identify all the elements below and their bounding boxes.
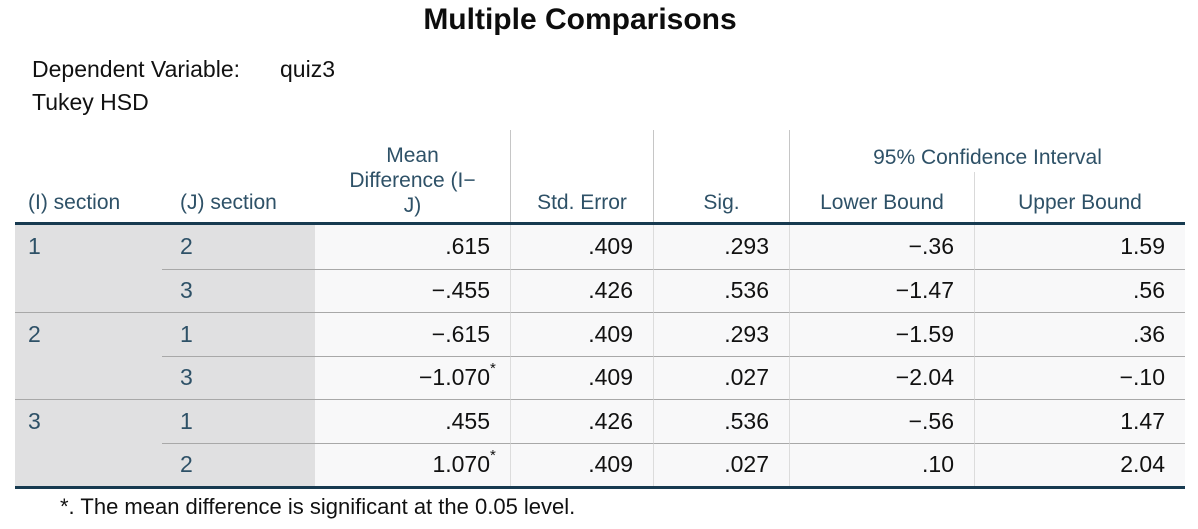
cell-std-error: .409 [510, 442, 653, 486]
cell-std-error: .426 [510, 399, 653, 443]
col-header-confidence-interval: 95% Confidence Interval [789, 130, 1185, 172]
col-header-upper-bound: Upper Bound [974, 172, 1185, 222]
cell-sig: .536 [653, 399, 789, 443]
cell-std-error: .409 [510, 225, 653, 269]
cell-j-section: 2 [162, 225, 315, 269]
cell-j-section: 3 [162, 268, 315, 312]
cell-lower-bound: −.36 [789, 225, 974, 269]
cell-mean-difference: 1.070 * [315, 442, 510, 486]
cell-lower-bound: −1.59 [789, 312, 974, 356]
col-header-mean-difference: Mean Difference (I− J) [349, 144, 476, 217]
cell-lower-bound: −1.47 [789, 268, 974, 312]
cell-i-section [15, 442, 162, 486]
dependent-variable-label: Dependent Variable: [32, 56, 240, 82]
cell-mean-difference: −.455 [315, 268, 510, 312]
table-header: (I) section (J) section Mean Difference … [15, 130, 1185, 222]
cell-j-section: 1 [162, 312, 315, 356]
col-header-j-section: (J) section [180, 191, 277, 214]
cell-upper-bound: 1.59 [974, 225, 1185, 269]
dependent-variable-line: Dependent Variable: quiz3 [32, 56, 335, 83]
cell-std-error: .409 [510, 355, 653, 399]
cell-j-section: 1 [162, 399, 315, 443]
cell-sig: .293 [653, 312, 789, 356]
cell-upper-bound: 2.04 [974, 442, 1185, 486]
cell-i-section: 1 [15, 225, 162, 269]
cell-i-section [15, 268, 162, 312]
col-header-lower-bound: Lower Bound [789, 172, 974, 222]
cell-j-section: 3 [162, 355, 315, 399]
cell-j-section: 2 [162, 442, 315, 486]
table-body: 1 2 .615 .409 .293 −.36 1.59 3 −.455 .42… [15, 222, 1185, 489]
cell-lower-bound: −2.04 [789, 355, 974, 399]
cell-sig: .027 [653, 355, 789, 399]
method-label: Tukey HSD [32, 89, 149, 115]
cell-sig: .027 [653, 442, 789, 486]
table-footnote: *. The mean difference is significant at… [60, 494, 576, 519]
cell-i-section: 2 [15, 312, 162, 356]
col-header-sig: Sig. [653, 130, 789, 222]
cell-mean-difference: −1.070 * [315, 355, 510, 399]
dependent-variable-value: quiz3 [280, 56, 335, 82]
col-header-std-error: Std. Error [510, 130, 653, 222]
cell-sig: .536 [653, 268, 789, 312]
cell-lower-bound: .10 [789, 442, 974, 486]
cell-upper-bound: 1.47 [974, 399, 1185, 443]
cell-i-section: 3 [15, 399, 162, 443]
cell-upper-bound: −.10 [974, 355, 1185, 399]
cell-mean-difference: −.615 [315, 312, 510, 356]
cell-mean-difference: .615 [315, 225, 510, 269]
col-header-i-section: (I) section [28, 191, 121, 214]
cell-upper-bound: .56 [974, 268, 1185, 312]
cell-sig: .293 [653, 225, 789, 269]
multiple-comparisons-table: (I) section (J) section Mean Difference … [15, 130, 1185, 489]
cell-i-section [15, 355, 162, 399]
cell-std-error: .426 [510, 268, 653, 312]
cell-upper-bound: .36 [974, 312, 1185, 356]
cell-std-error: .409 [510, 312, 653, 356]
cell-lower-bound: −.56 [789, 399, 974, 443]
table-title: Multiple Comparisons [423, 3, 737, 36]
cell-mean-difference: .455 [315, 399, 510, 443]
